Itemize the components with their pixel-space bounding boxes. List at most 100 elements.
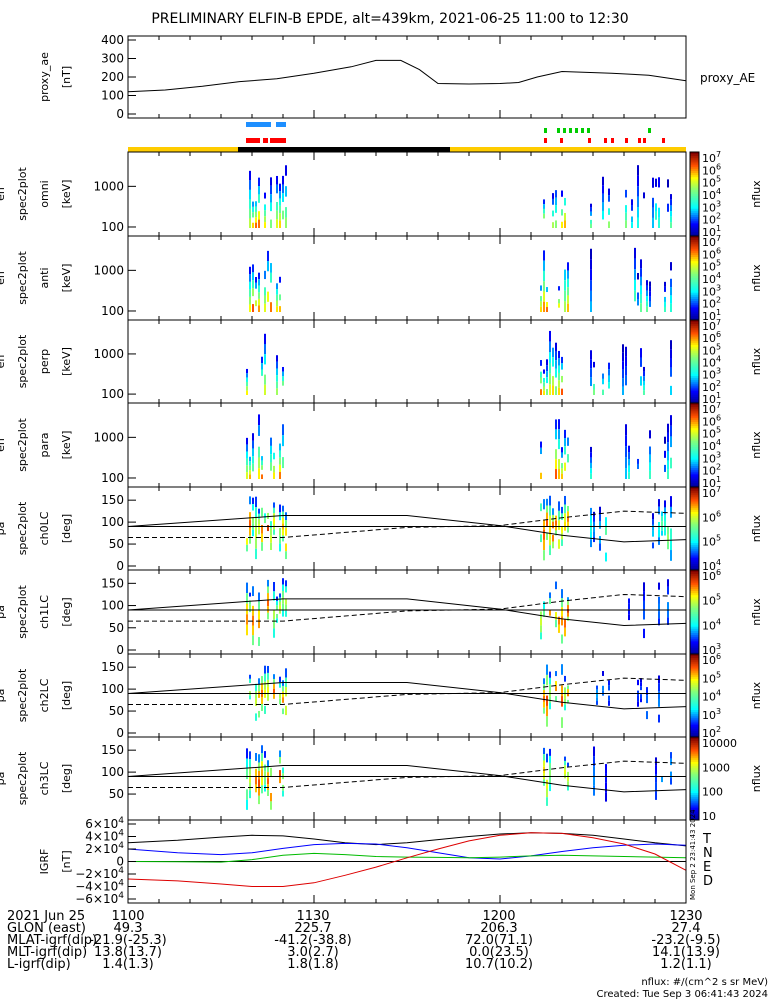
colorbar-cell <box>690 543 699 546</box>
spectrogram-pixel <box>561 375 563 383</box>
colorbar-cell <box>690 191 699 195</box>
spectrogram-pixel <box>670 216 672 223</box>
spectrogram-pixel <box>558 429 560 440</box>
spectrogram-pixel <box>567 527 569 533</box>
spectrogram-pixel <box>282 366 284 372</box>
colorbar-cell <box>690 782 699 786</box>
spectrogram-pixel <box>670 278 672 288</box>
spectrogram-pixel <box>602 210 604 220</box>
igrf-legend-E: E <box>703 860 711 875</box>
colorbar-tick-label: 102 <box>702 296 721 311</box>
spectrogram-pixel <box>246 593 248 604</box>
colorbar-cell <box>690 346 699 350</box>
colorbar-cell <box>690 707 699 711</box>
spectrogram-pixel <box>608 680 610 686</box>
colorbar-cell <box>690 749 699 753</box>
spectrogram-pixel <box>646 290 648 297</box>
spectrogram-pixel <box>567 616 569 621</box>
ytick-label: 0 <box>116 643 124 657</box>
spectrogram-pixel <box>625 446 627 458</box>
spectrogram-pixel <box>285 186 287 197</box>
spectrogram-pixel <box>285 207 287 218</box>
colorbar-cell <box>690 344 699 348</box>
spectrogram-pixel <box>282 505 284 512</box>
colorbar-cell <box>690 788 699 792</box>
spectrogram-pixel <box>267 672 269 680</box>
spectrogram-pixel <box>625 457 627 469</box>
spectrogram-pixel <box>276 375 278 382</box>
colorbar-cell <box>690 553 699 556</box>
spectrogram-pixel <box>282 708 284 715</box>
ytick-label: 50 <box>109 704 124 718</box>
spectrogram-pixel <box>540 503 542 512</box>
spectrogram-pixel <box>258 468 260 479</box>
footer-row-value: 1200 <box>482 909 515 924</box>
spectrogram-pixel <box>264 210 266 217</box>
colorbar-cell <box>690 400 699 404</box>
spectrogram-pixel <box>661 525 663 531</box>
spectrogram-pixel <box>270 194 272 203</box>
colorbar-cell <box>690 516 699 519</box>
panel-ylabel: elbpefpaspec2plotch0LC[deg] <box>0 501 73 555</box>
colorbar-cell <box>690 805 699 809</box>
spectrogram-pixel <box>608 382 610 389</box>
colorbar-cell <box>690 549 699 552</box>
spectrogram-pixel <box>664 514 666 522</box>
spectrogram-pixel <box>546 371 548 378</box>
colorbar-tick-label: 105 <box>702 534 721 549</box>
spectrogram-pixel <box>258 795 260 805</box>
colorbar-cell <box>690 403 699 406</box>
spectrogram-pixel <box>567 776 569 782</box>
colorbar-cell <box>690 267 699 271</box>
spectrogram-pixel <box>258 414 260 426</box>
spectrogram-pixel <box>608 375 610 383</box>
colorbar-cell <box>690 603 699 607</box>
spectrogram-pixel <box>561 190 563 197</box>
spectrogram-pixel <box>540 371 542 378</box>
footer-row-label: 2021 Jun 25 <box>7 909 85 924</box>
colorbar-cell <box>690 689 699 692</box>
ytick-label: 100 <box>101 220 124 234</box>
spectrogram-pixel <box>285 586 287 593</box>
spectrogram-pixel <box>549 535 551 546</box>
colorbar-cell <box>690 480 699 484</box>
colorbar-cell <box>690 799 699 802</box>
spectrogram-pixel <box>634 290 636 302</box>
spectrogram-pixel <box>643 385 645 391</box>
spectrogram-pixel <box>258 194 260 203</box>
spectrogram-pixel <box>264 333 266 344</box>
fast-mode-upper-bar-2 <box>276 122 286 127</box>
spectrogram-pixel <box>267 586 269 594</box>
spectrogram-pixel <box>252 201 254 207</box>
spectrogram-pixel <box>282 175 284 185</box>
spectrogram-pixel <box>543 601 545 610</box>
spectrogram-pixel <box>599 514 601 522</box>
spectrogram-pixel <box>252 463 254 472</box>
spectrogram-pixel <box>282 511 284 518</box>
spectrogram-pixel <box>555 386 557 395</box>
spectrogram-pixel <box>540 377 542 384</box>
spectrogram-pixel <box>561 473 563 479</box>
colorbar-cell <box>690 578 699 581</box>
spectrogram-pixel <box>640 348 642 358</box>
spectrogram-pixel <box>255 768 257 777</box>
spectrogram-pixel <box>552 222 554 228</box>
spectrogram-pixel <box>252 529 254 537</box>
colorbar-cell <box>690 231 699 235</box>
colorbar-cell <box>690 296 699 300</box>
colorbar-cell <box>690 628 699 632</box>
colorbar-cell <box>690 478 699 482</box>
spectrogram-pixel <box>543 701 545 708</box>
spectrogram-pixel <box>664 301 666 307</box>
spectrogram-pixel <box>273 628 275 638</box>
spectrogram-pixel <box>282 435 284 447</box>
colorbar-cell <box>690 236 699 239</box>
colorbar-cell <box>690 208 699 212</box>
spectrogram-pixel <box>282 535 284 542</box>
spectrogram-pixel <box>279 601 281 606</box>
panel-ylabel: elbpefenspec2plotperp[keV] <box>0 334 73 388</box>
spectrogram-pixel <box>543 199 545 205</box>
north-marker <box>587 128 590 133</box>
spectrogram-pixel <box>558 365 560 373</box>
spectrogram-pixel <box>267 686 269 694</box>
